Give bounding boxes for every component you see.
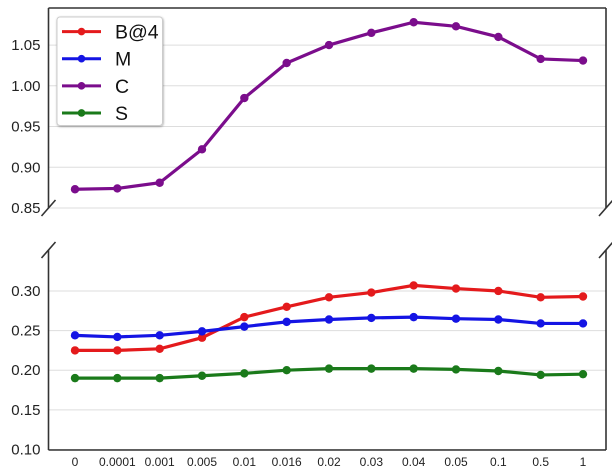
- svg-text:0.001: 0.001: [145, 455, 175, 469]
- svg-text:1: 1: [580, 455, 587, 469]
- svg-text:0.02: 0.02: [317, 455, 341, 469]
- svg-text:0.0001: 0.0001: [99, 455, 136, 469]
- svg-text:0: 0: [72, 455, 79, 469]
- svg-text:0.30: 0.30: [11, 283, 40, 300]
- svg-text:0.95: 0.95: [11, 119, 40, 136]
- svg-text:0.05: 0.05: [444, 455, 468, 469]
- svg-text:S: S: [115, 103, 128, 125]
- svg-text:0.10: 0.10: [11, 441, 40, 458]
- svg-text:0.25: 0.25: [11, 323, 40, 340]
- svg-text:0.04: 0.04: [402, 455, 426, 469]
- svg-text:0.01: 0.01: [233, 455, 257, 469]
- svg-text:0.005: 0.005: [187, 455, 217, 469]
- svg-text:0.016: 0.016: [272, 455, 302, 469]
- svg-text:0.03: 0.03: [360, 455, 384, 469]
- svg-text:C: C: [115, 76, 129, 98]
- svg-text:B@4: B@4: [115, 22, 159, 44]
- svg-text:0.90: 0.90: [11, 159, 40, 176]
- svg-text:0.5: 0.5: [532, 455, 549, 469]
- svg-text:0.85: 0.85: [11, 200, 40, 217]
- svg-text:0.20: 0.20: [11, 362, 40, 379]
- svg-text:M: M: [115, 49, 131, 71]
- svg-text:1.00: 1.00: [11, 78, 40, 95]
- svg-text:0.15: 0.15: [11, 402, 40, 419]
- svg-text:1.05: 1.05: [11, 37, 40, 54]
- svg-text:0.1: 0.1: [490, 455, 507, 469]
